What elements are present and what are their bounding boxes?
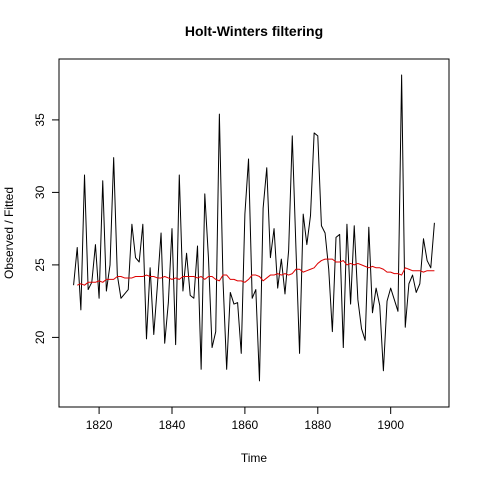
fitted-series-line: [77, 258, 435, 286]
y-tick-label: 25: [33, 258, 47, 272]
plot-frame: [58, 58, 450, 408]
y-axis-label: Observed / Fitted: [2, 187, 16, 279]
y-axis: 20 25 30 35: [33, 113, 60, 344]
x-tick-label: 1820: [86, 418, 113, 432]
x-tick-label: 1900: [377, 418, 404, 432]
chart-title: Holt-Winters filtering: [185, 23, 323, 39]
x-tick-label: 1860: [232, 418, 259, 432]
y-tick-label: 35: [33, 113, 47, 127]
x-tick-label: 1840: [159, 418, 186, 432]
y-tick-label: 20: [33, 330, 47, 344]
x-axis: 1820 1840 1860 1880 1900: [86, 406, 404, 432]
x-tick-label: 1880: [304, 418, 331, 432]
series-layer: [73, 74, 435, 382]
x-axis-label: Time: [241, 451, 268, 465]
y-tick-label: 30: [33, 185, 47, 199]
observed-series-line: [73, 74, 435, 382]
